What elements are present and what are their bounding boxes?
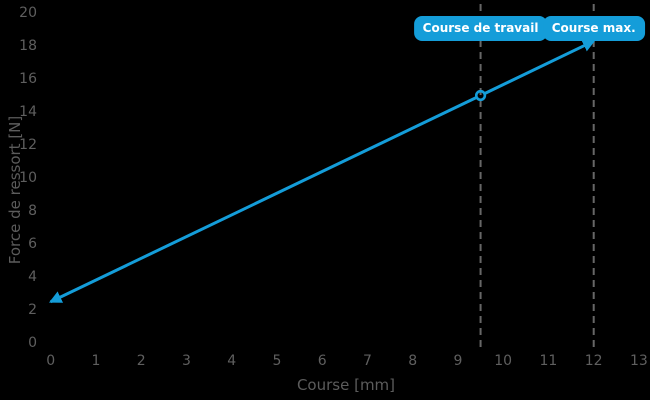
- open-circle-marker: [474, 89, 487, 102]
- force-line-segment: [484, 39, 596, 95]
- x-tick-label: 9: [453, 353, 463, 369]
- y-tick-label: 10: [19, 170, 37, 186]
- y-tick-label: 16: [19, 71, 37, 87]
- series-line: [48, 39, 596, 304]
- x-tick-label: 10: [494, 353, 513, 369]
- x-tick-label: 7: [362, 353, 372, 369]
- y-tick-label: 12: [19, 137, 37, 153]
- y-tick-label: 2: [28, 302, 37, 318]
- x-tick-label: 1: [91, 353, 101, 369]
- x-tick-label: 12: [584, 353, 603, 369]
- x-axis-title: Course [mm]: [296, 376, 396, 394]
- x-tick-label: 5: [272, 353, 282, 369]
- x-tick-label: 11: [539, 353, 558, 369]
- y-tick-label: 8: [28, 203, 37, 219]
- annotation-badge-course-de-travail: Course de travail: [413, 16, 548, 41]
- x-tick-label: 4: [227, 353, 237, 369]
- y-axis-title: Force de ressort [N]: [6, 115, 24, 265]
- force-line-segment: [48, 96, 477, 304]
- x-tick-label: 3: [181, 353, 191, 369]
- y-tick-label: 14: [19, 104, 37, 120]
- data-point-marker: [474, 89, 487, 102]
- annotation-dashed-lines: [479, 4, 595, 347]
- x-tick-label: 6: [317, 353, 327, 369]
- y-tick-label: 4: [28, 269, 37, 285]
- x-tick-label: 13: [630, 353, 648, 369]
- x-tick-label: 0: [46, 353, 56, 369]
- y-tick-label: 0: [28, 335, 37, 351]
- y-tick-label: 6: [28, 236, 37, 252]
- y-tick-label: 20: [19, 5, 37, 21]
- annotation-badge-course-max: Course max.: [542, 16, 645, 41]
- y-tick-label: 18: [19, 38, 37, 54]
- x-tick-label: 8: [408, 353, 418, 369]
- x-tick-label: 2: [136, 353, 146, 369]
